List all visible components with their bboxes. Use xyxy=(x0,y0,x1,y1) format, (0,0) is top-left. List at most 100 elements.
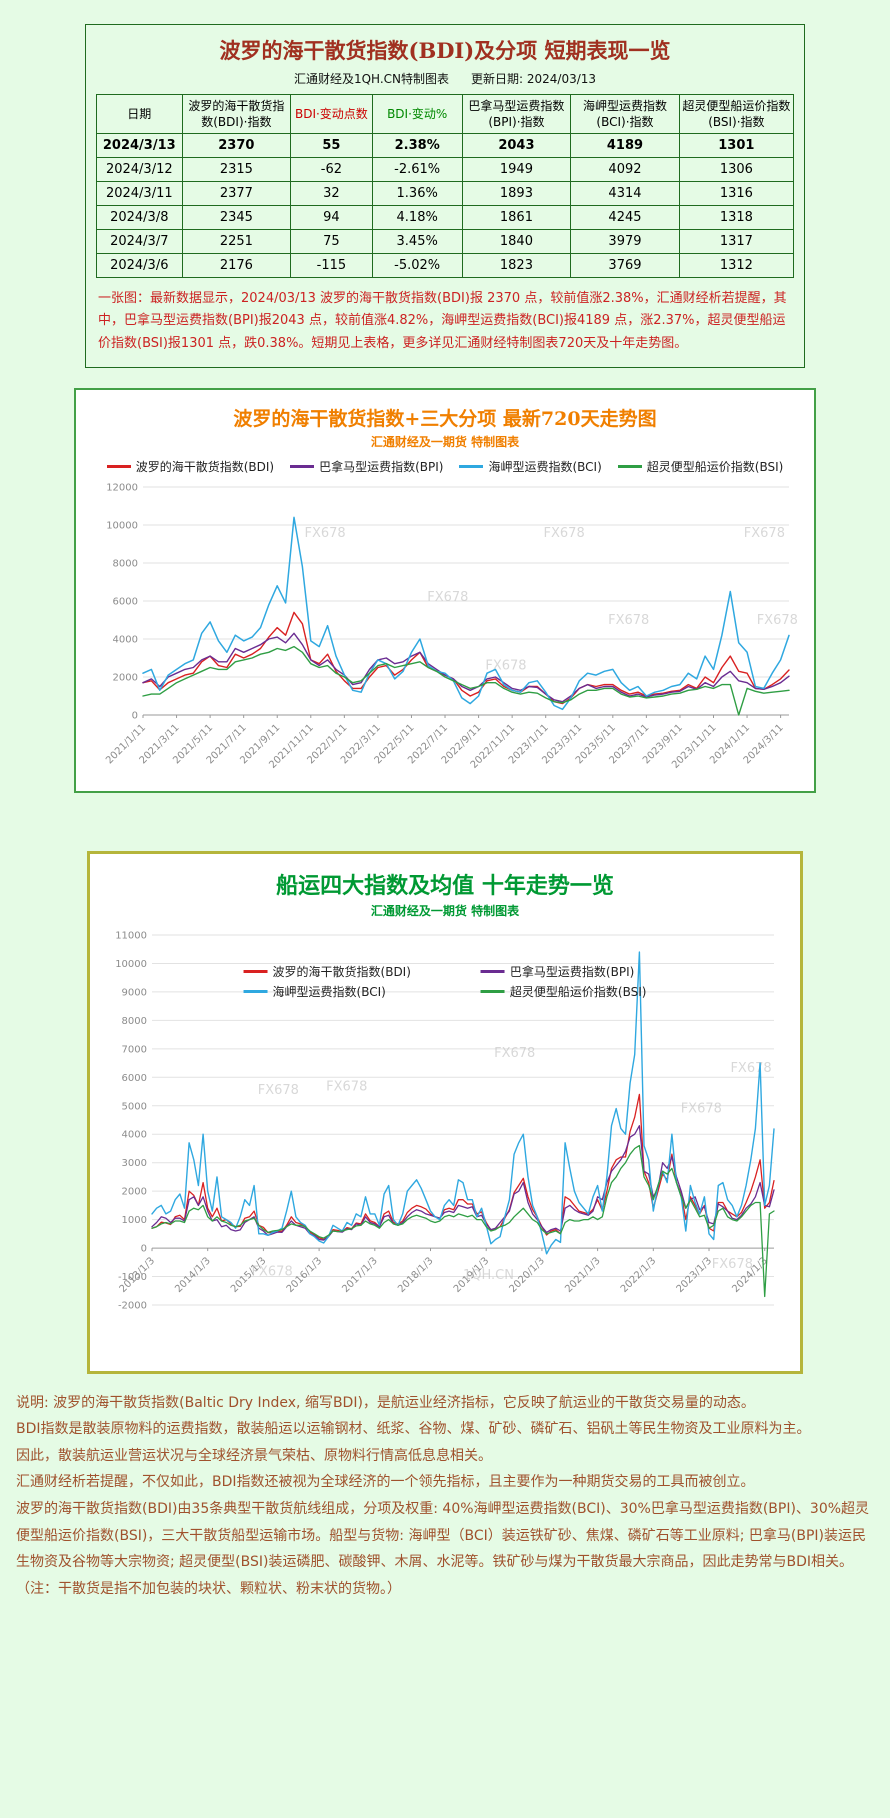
svg-text:12000: 12000 xyxy=(106,482,138,493)
chart-10y-subtitle: 汇通财经及一期货 特制图表 xyxy=(370,903,520,918)
table-row: 2024/3/12 2315 -62 -2.61% 1949 4092 1306 xyxy=(96,157,795,183)
table-cell: 2251 xyxy=(181,229,292,255)
column-header: BDI·变动点数 xyxy=(290,93,373,135)
table-cell: 32 xyxy=(290,181,373,207)
x-tick-label: 2022/1/3 xyxy=(619,1255,659,1295)
table-row: 2024/3/6 2176 -115 -5.02% 1823 3769 1312 xyxy=(96,253,795,279)
legend-item: 波罗的海干散货指数(BDI) xyxy=(243,963,411,980)
watermark: FX678 xyxy=(427,590,468,605)
bdi-table: 日期 波罗的海干散货指数(BDI)·指数 BDI·变动点数 BDI·变动% 巴拿马型运费… xyxy=(96,93,795,279)
legend-swatch-bdi xyxy=(106,464,131,468)
svg-text:4000: 4000 xyxy=(113,634,138,645)
series-line-bdi xyxy=(151,1093,775,1240)
table-row: 2024/3/13 2370 55 2.38% 2043 4189 1301 xyxy=(96,133,795,159)
svg-text:5000: 5000 xyxy=(122,1101,147,1112)
table-cell: 1949 xyxy=(461,157,572,183)
svg-text:7000: 7000 xyxy=(122,1044,147,1055)
legend-item: 超灵便型船运价指数(BSI) xyxy=(480,983,646,1000)
table-row: 2024/3/7 2251 75 3.45% 1840 3979 1317 xyxy=(96,229,795,255)
watermark: FX678 xyxy=(544,526,585,541)
watermark: FX678 xyxy=(730,1061,771,1076)
x-tick-label: 2023/1/3 xyxy=(675,1255,715,1295)
table-subtitle: 汇通财经及1QH.CN特制图表 更新日期: 2024/03/13 xyxy=(96,70,794,87)
series-line-bsi xyxy=(142,645,790,716)
table-cell: -115 xyxy=(290,253,373,279)
table-note: 一张图：最新数据显示，2024/03/13 波罗的海干散货指数(BDI)报 23… xyxy=(98,291,787,351)
table-updated-date: 更新日期: 2024/03/13 xyxy=(471,72,597,86)
table-cell: 2024/3/7 xyxy=(96,229,183,255)
series-line-bpi xyxy=(142,632,790,703)
table-cell: 2.38% xyxy=(371,133,463,159)
svg-text:10000: 10000 xyxy=(106,520,138,531)
table-header-row: 日期 波罗的海干散货指数(BDI)·指数 BDI·变动点数 BDI·变动% 巴拿马型运费… xyxy=(96,93,795,135)
svg-text:6000: 6000 xyxy=(113,596,138,607)
table-cell: 2024/3/8 xyxy=(96,205,183,231)
watermark: FX678 xyxy=(305,526,346,541)
svg-text:2000: 2000 xyxy=(113,672,138,683)
legend-swatch-bci xyxy=(459,464,484,468)
table-cell: 2377 xyxy=(181,181,292,207)
watermark: FX678 xyxy=(258,1083,299,1098)
table-cell: 2043 xyxy=(461,133,572,159)
chart-10y-title: 船运四大指数及均值 十年走势一览 xyxy=(276,872,614,899)
description-paragraph: 因此，散装航运业营运状况与全球经济景气荣枯、原物料行情高低息息相关。 xyxy=(16,1447,492,1464)
watermark: FX678 xyxy=(494,1046,535,1061)
svg-text:6000: 6000 xyxy=(122,1072,147,1083)
table-cell: 1312 xyxy=(678,253,795,279)
table-cell: -2.61% xyxy=(371,157,463,183)
table-cell: 1318 xyxy=(678,205,795,231)
table-cell: -5.02% xyxy=(371,253,463,279)
table-cell: 4314 xyxy=(570,181,680,207)
svg-text:11000: 11000 xyxy=(115,930,147,941)
legend-label: 波罗的海干散货指数(BDI) xyxy=(272,964,411,979)
table-cell: 3.45% xyxy=(371,229,463,255)
table-cell: 4189 xyxy=(570,133,680,159)
table-cell: 4245 xyxy=(570,205,680,231)
chart-10y-plot-area: 波罗的海干散货指数(BDI) 巴拿马型运费指数(BPI) 海岬型运费指数(BCI) 超… xyxy=(98,927,792,1367)
table-cell: 75 xyxy=(290,229,373,255)
column-header: 超灵便型船运价指数(BSI)·指数 xyxy=(678,93,795,135)
legend-swatch-bsi xyxy=(617,464,642,468)
table-row: 2024/3/8 2345 94 4.18% 1861 4245 1318 xyxy=(96,205,795,231)
svg-text:-1000: -1000 xyxy=(118,1272,147,1283)
column-header: 日期 xyxy=(96,93,183,135)
legend-label: 海岬型运费指数(BCI) xyxy=(488,459,602,474)
table-cell: 1316 xyxy=(678,181,795,207)
legend-item: 海岬型运费指数(BCI) xyxy=(243,983,411,1000)
table-cell: 4092 xyxy=(570,157,680,183)
watermark: FX678 xyxy=(757,612,798,627)
svg-text:0: 0 xyxy=(141,1243,147,1254)
series-line-bci xyxy=(142,516,790,710)
svg-text:3000: 3000 xyxy=(122,1158,147,1169)
description-paragraph: 汇通财经析若提醒，不仅如此，BDI指数还被视为全球经济的一个领先指标，且主要作为… xyxy=(16,1474,755,1491)
table-cell: 1893 xyxy=(461,181,572,207)
table-row: 2024/3/11 2377 32 1.36% 1893 4314 1316 xyxy=(96,181,795,207)
svg-text:9000: 9000 xyxy=(122,987,147,998)
watermark: FX678 xyxy=(326,1079,367,1094)
watermark: FX678 xyxy=(608,612,649,627)
table-cell: 2315 xyxy=(181,157,292,183)
svg-text:8000: 8000 xyxy=(113,558,138,569)
table-cell: 1301 xyxy=(678,133,795,159)
svg-text:0: 0 xyxy=(132,710,138,721)
legend-swatch-bsi xyxy=(480,989,505,993)
table-cell: 2024/3/6 xyxy=(96,253,183,279)
table-cell: 2024/3/13 xyxy=(96,133,183,159)
series-line-bsi xyxy=(151,1144,775,1297)
series-line-bci xyxy=(151,951,775,1255)
table-cell: 2370 xyxy=(181,133,292,159)
legend-item: 巴拿马型运费指数(BPI) xyxy=(480,963,647,980)
table-cell: 3769 xyxy=(570,253,680,279)
page: 波罗的海干散货指数(BDI)及分项 短期表现一览 汇通财经及1QH.CN特制图表… xyxy=(16,24,869,1597)
legend-item: 波罗的海干散货指数(BDI) xyxy=(106,458,274,475)
legend-label: 巴拿马型运费指数(BPI) xyxy=(509,964,635,979)
table-cell: 2176 xyxy=(181,253,292,279)
table-cell: 1317 xyxy=(678,229,795,255)
table-cell: 1.36% xyxy=(371,181,463,207)
chart-10y-canvas: -2000 -1000 0 1000 2000 3000 4000 5000 6000 7000 8… xyxy=(115,930,775,1311)
description-paragraph: BDI指数是散装原物料的运费指数，散装船运以运输钢材、纸浆、谷物、煤、矿砂、磷矿… xyxy=(16,1421,811,1438)
watermark: FX678 xyxy=(252,1264,293,1279)
table-cell: 1840 xyxy=(461,229,572,255)
x-tick-label: 2014/1/3 xyxy=(173,1255,213,1295)
chart-720d-section: 波罗的海干散货指数+三大分项 最新720天走势图 汇通财经及一期货 特制图表 波… xyxy=(74,387,816,793)
